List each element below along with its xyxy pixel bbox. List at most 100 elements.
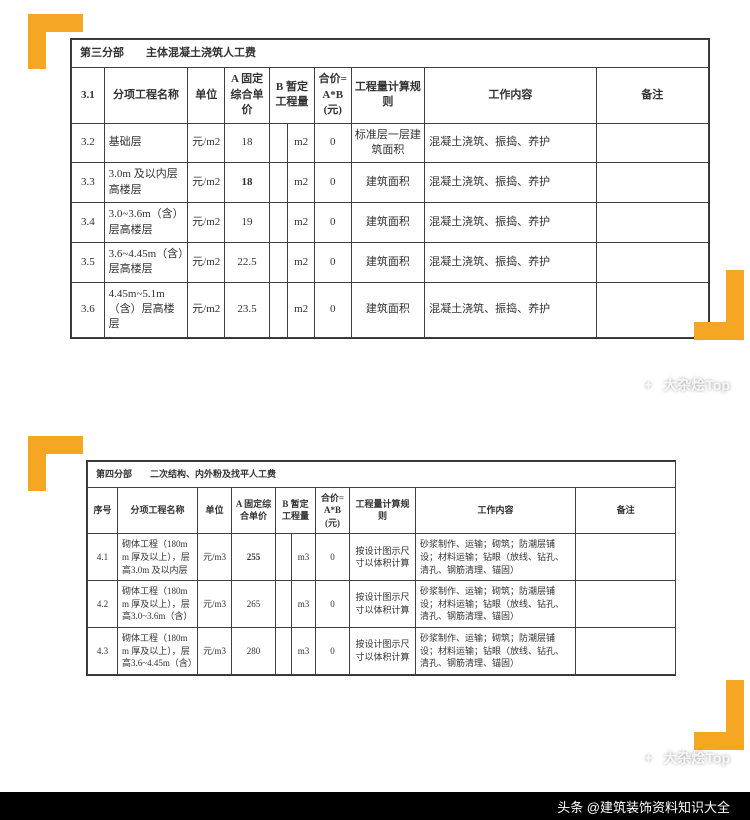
table-row: 4.3砌体工程（180mm 厚及以上），层高3.6~4.45m（含）元/m328… [88,627,676,674]
t1-h-unit: 单位 [188,68,225,123]
cell-no: 4.1 [88,534,118,581]
cell-rule: 标准层一层建筑面积 [351,123,424,163]
cell-rule: 按设计图示尺寸以体积计算 [350,534,416,581]
corner-top-left-1 [28,14,83,69]
table-row: 3.53.6~4.45m（含）层高楼层元/m222.5m20建筑面积混凝土浇筑、… [72,242,709,282]
cell-b1 [270,242,288,282]
cell-name: 3.0~3.6m（含）层高楼层 [104,203,188,243]
cell-name: 4.45m~5.1m（含）层高楼层 [104,282,188,337]
table2-head-row: 序号 分项工程名称 单位 A 固定综合单价 B 暂定工程量 合价=A*B(元) … [88,487,676,534]
cell-unit: 元/m2 [188,242,225,282]
cell-hj: 0 [316,627,350,674]
cell-unit: 元/m3 [198,581,232,628]
cell-name: 砌体工程（180mm 厚及以上），层高3.0~3.6m（含） [118,581,198,628]
cell-work: 混凝土浇筑、振捣、养护 [425,203,596,243]
cell-unit: 元/m2 [188,163,225,203]
cell-b1 [276,627,292,674]
cell-work: 砂浆制作、运输；砌筑；防潮层铺设；材料运输；钻眼（放线、钻孔、清孔、钢筋清理、锚… [416,581,576,628]
cell-unit: 元/m2 [188,123,225,163]
cell-hj: 0 [316,581,350,628]
cell-work: 混凝土浇筑、振捣、养护 [425,163,596,203]
cell-name: 砌体工程（180mm 厚及以上），层高3.6~4.45m（含） [118,627,198,674]
t1-h-a: A 固定综合单价 [225,68,270,123]
footer-bar: 头条 @建筑装饰资料知识大全 [0,792,750,820]
cell-a: 22.5 [225,242,270,282]
cell-b2: m2 [288,242,315,282]
t1-h-rule: 工程量计算规则 [351,68,424,123]
table1-wrap: 第三分部 主体混凝土浇筑人工费 3.1 分项工程名称 单位 A 固定综合单价 B… [70,38,710,339]
watermark-text-2: 大杂烩Top [663,748,730,768]
table-row: 3.33.0m 及以内层高楼层元/m218m20建筑面积混凝土浇筑、振捣、养护 [72,163,709,203]
t2-h-unit: 单位 [198,487,232,534]
cell-no: 4.3 [88,627,118,674]
cell-name: 基础层 [104,123,188,163]
cell-b1 [270,123,288,163]
cell-rule: 建筑面积 [351,163,424,203]
footer-text: 头条 @建筑装饰资料知识大全 [557,797,730,816]
cell-hj: 0 [316,534,350,581]
cell-b2: m2 [288,163,315,203]
cell-name: 3.0m 及以内层高楼层 [104,163,188,203]
cell-b2: m2 [288,282,315,337]
cell-note [576,581,676,628]
cell-no: 3.2 [72,123,105,163]
cell-b2: m3 [292,581,316,628]
table-row: 3.43.0~3.6m（含）层高楼层元/m219m20建筑面积混凝土浇筑、振捣、… [72,203,709,243]
cell-b1 [270,203,288,243]
cell-no: 3.5 [72,242,105,282]
table-row: 3.2基础层元/m218m20标准层一层建筑面积混凝土浇筑、振捣、养护 [72,123,709,163]
cell-unit: 元/m3 [198,627,232,674]
cell-a: 19 [225,203,270,243]
table-row: 4.2砌体工程（180mm 厚及以上），层高3.0~3.6m（含）元/m3265… [88,581,676,628]
cell-note [576,534,676,581]
table1-title: 第三分部 主体混凝土浇筑人工费 [72,40,709,68]
cell-no: 4.2 [88,581,118,628]
corner-top-left-2 [28,436,83,491]
cell-a: 265 [232,581,276,628]
t2-h-a: A 固定综合单价 [232,487,276,534]
cell-name: 砌体工程（180mm 厚及以上），层高3.0m 及以内层 [118,534,198,581]
table-row: 4.1砌体工程（180mm 厚及以上），层高3.0m 及以内层元/m3255 m3… [88,534,676,581]
cell-note [596,282,708,337]
cell-note [596,203,708,243]
table2-wrap: 第四分部 二次结构、内外粉及找平人工费 序号 分项工程名称 单位 A 固定综合单… [86,460,676,676]
table2: 第四分部 二次结构、内外粉及找平人工费 序号 分项工程名称 单位 A 固定综合单… [87,461,676,675]
cell-a: 18 [225,163,270,203]
t1-h-b: B 暂定工程量 [270,68,315,123]
cell-rule: 建筑面积 [351,282,424,337]
cell-hj: 0 [314,242,351,282]
cell-hj: 0 [314,163,351,203]
cell-work: 混凝土浇筑、振捣、养护 [425,242,596,282]
cell-note [596,242,708,282]
cell-work: 砂浆制作、运输；砌筑；防潮层铺设；材料运输；钻眼（放线、钻孔、清孔、钢筋清理、锚… [416,627,576,674]
cell-name: 3.6~4.45m（含）层高楼层 [104,242,188,282]
table1-title-row: 第三分部 主体混凝土浇筑人工费 [72,40,709,68]
t2-h-b: B 暂定工程量 [276,487,316,534]
t2-h-note: 备注 [576,487,676,534]
cell-hj: 0 [314,123,351,163]
cell-b2: m2 [288,203,315,243]
cell-b1 [270,163,288,203]
cell-unit: 元/m3 [198,534,232,581]
t2-h-name: 分项工程名称 [118,487,198,534]
cell-rule: 按设计图示尺寸以体积计算 [350,627,416,674]
cell-no: 3.6 [72,282,105,337]
cell-a: 255 [232,534,276,581]
t1-h-name: 分项工程名称 [104,68,188,123]
cell-hj: 0 [314,282,351,337]
table2-title: 第四分部 二次结构、内外粉及找平人工费 [88,462,676,488]
watermark-text-1: 大杂烩Top [663,375,730,395]
cell-a: 280 [232,627,276,674]
cell-b2: m3 [292,534,316,581]
cell-unit: 元/m2 [188,282,225,337]
wechat-icon: ✦ [639,376,657,394]
table1-head-row: 3.1 分项工程名称 单位 A 固定综合单价 B 暂定工程量 合价=A*B(元)… [72,68,709,123]
cell-work: 混凝土浇筑、振捣、养护 [425,123,596,163]
table2-title-row: 第四分部 二次结构、内外粉及找平人工费 [88,462,676,488]
cell-work: 混凝土浇筑、振捣、养护 [425,282,596,337]
t1-h-note: 备注 [596,68,708,123]
cell-b2: m2 [288,123,315,163]
cell-note [596,123,708,163]
cell-work: 砂浆制作、运输；砌筑；防潮层铺设；材料运输；钻眼（放线、钻孔、清孔、钢筋清理、锚… [416,534,576,581]
cell-rule: 按设计图示尺寸以体积计算 [350,581,416,628]
